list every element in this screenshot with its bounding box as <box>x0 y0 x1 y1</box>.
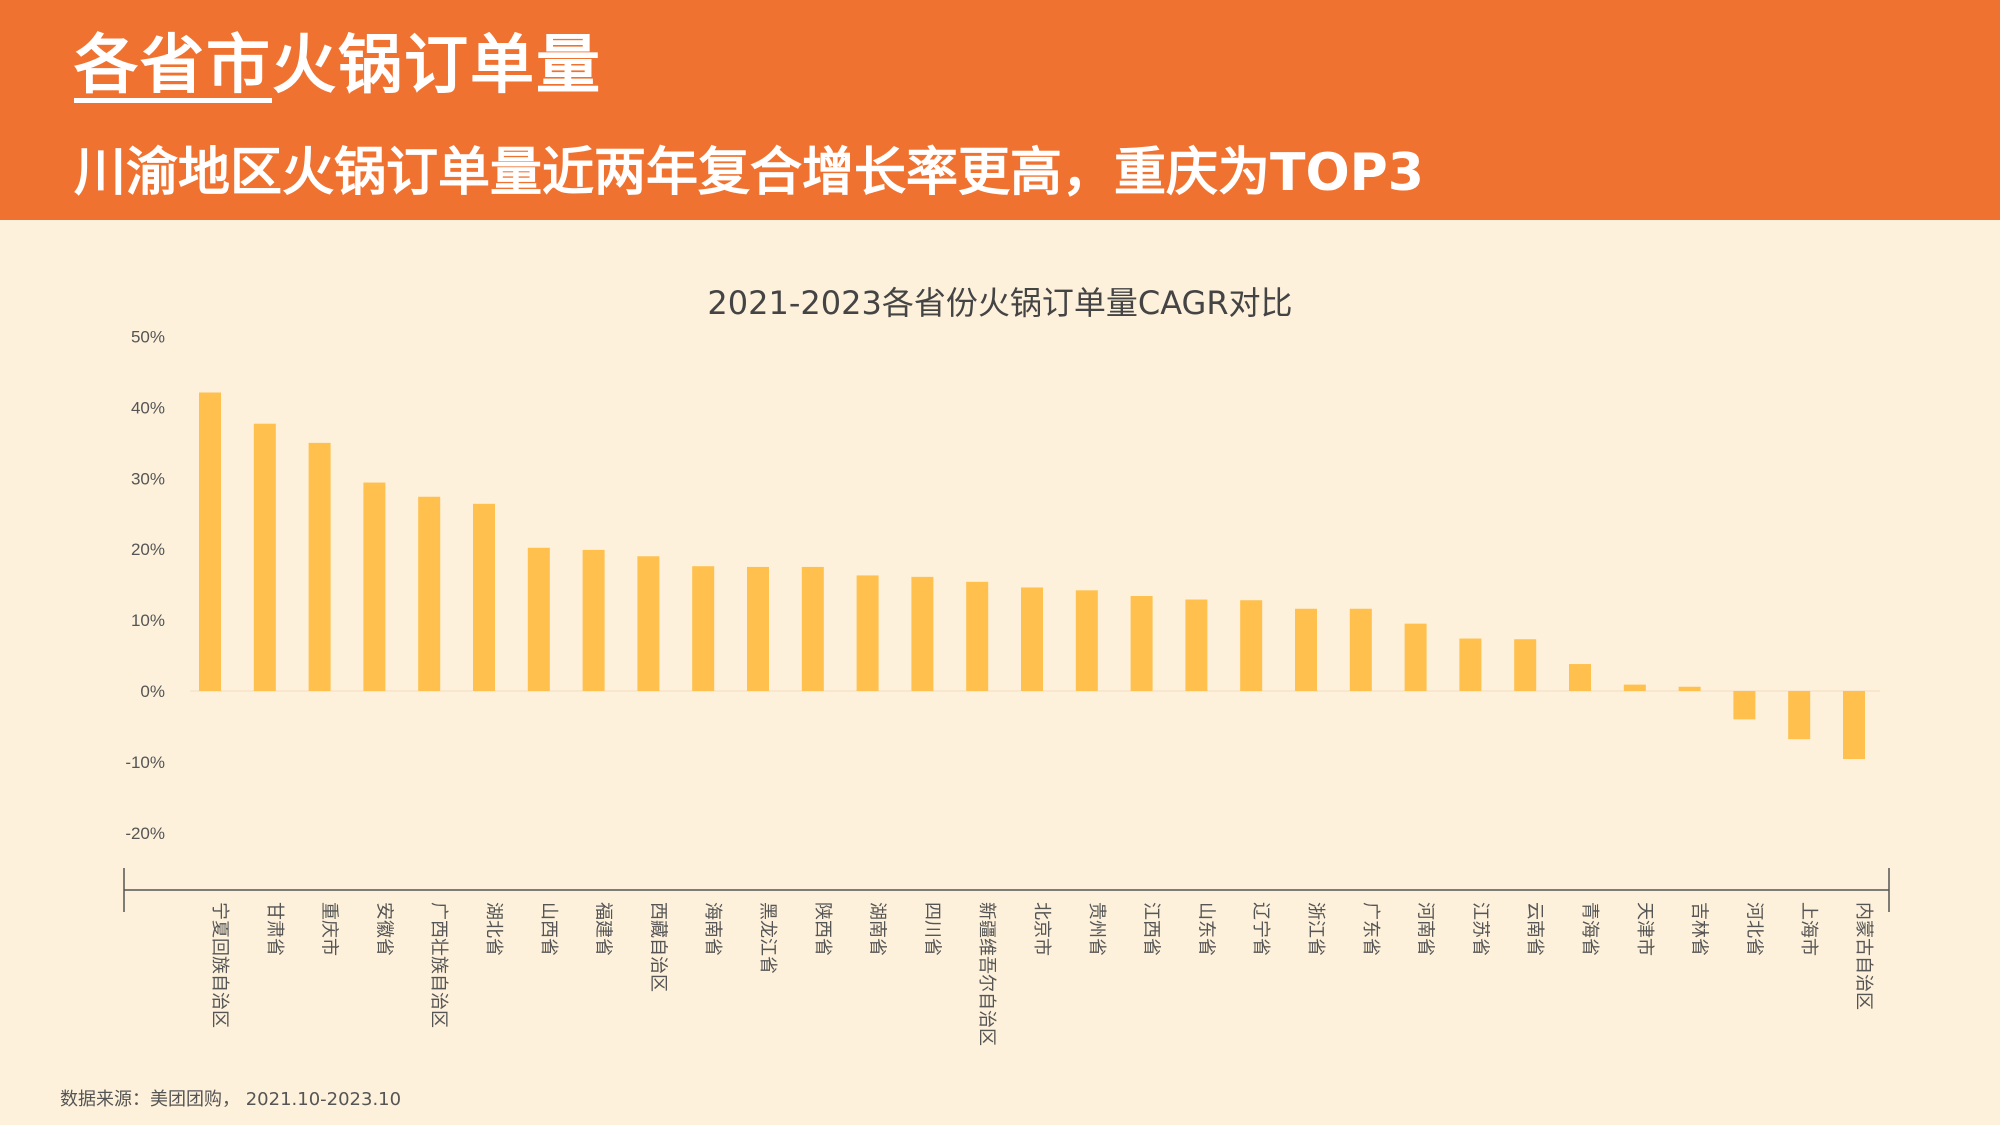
x-tick-label: 湖北省 <box>483 902 504 956</box>
data-source-note: 数据来源：美团团购， 2021.10-2023.10 <box>60 1089 402 1110</box>
bar <box>308 442 331 691</box>
y-tick-label: 30% <box>131 469 165 488</box>
x-tick-label: 贵州省 <box>1086 902 1107 956</box>
x-tick-label: 上海市 <box>1798 902 1819 956</box>
bar <box>418 496 441 691</box>
x-tick-label: 甘肃省 <box>264 902 285 956</box>
x-tick-label: 西藏自治区 <box>647 902 668 992</box>
x-tick-label: 江苏省 <box>1469 902 1490 956</box>
bar <box>1185 599 1208 691</box>
x-tick-label: 福建省 <box>593 902 614 956</box>
x-tick-label: 广东省 <box>1360 902 1381 956</box>
header-banner: 各省市火锅订单量 川渝地区火锅订单量近两年复合增长率更高，重庆为TOP3 <box>0 0 2000 220</box>
bar <box>747 566 769 691</box>
bar <box>1788 691 1811 740</box>
x-tick-label: 山东省 <box>1195 902 1216 956</box>
bar <box>1623 684 1646 691</box>
x-tick-label: 天津市 <box>1634 902 1655 956</box>
x-tick-label: 青海省 <box>1579 902 1600 956</box>
bar <box>1404 623 1427 691</box>
x-tick-label: 吉林省 <box>1689 902 1710 956</box>
bar <box>911 576 934 691</box>
bar <box>637 556 660 691</box>
x-tick-label: 黑龙江省 <box>757 902 778 974</box>
x-tick-label: 新疆维吾尔自治区 <box>976 902 997 1046</box>
x-tick-label: 云南省 <box>1524 902 1545 956</box>
bar <box>1678 686 1701 691</box>
bar <box>473 503 495 691</box>
bar <box>692 566 715 691</box>
x-tick-label: 辽宁省 <box>1250 902 1271 956</box>
x-tick-label: 河南省 <box>1415 902 1436 956</box>
bar <box>1349 608 1372 691</box>
y-tick-label: 0% <box>140 682 165 701</box>
x-tick-label: 海南省 <box>702 902 723 956</box>
bar <box>1075 590 1098 691</box>
title-underline <box>74 98 272 103</box>
bar <box>582 549 605 691</box>
bar <box>1240 600 1263 691</box>
bar <box>1569 664 1591 691</box>
x-tick-label: 河北省 <box>1743 902 1764 956</box>
bar <box>856 575 879 691</box>
y-tick-label: 50% <box>131 328 165 347</box>
bar <box>253 423 276 691</box>
x-tick-label: 陕西省 <box>812 902 833 956</box>
y-tick-label: 40% <box>131 398 165 417</box>
bar <box>1130 595 1153 691</box>
x-tick-label: 重庆市 <box>319 902 340 956</box>
page-subtitle: 川渝地区火锅订单量近两年复合增长率更高，重庆为TOP3 <box>74 143 1424 203</box>
x-tick-label: 四川省 <box>921 902 942 956</box>
y-tick-label: -20% <box>125 824 165 843</box>
x-tick-label: 北京市 <box>1031 902 1052 956</box>
x-tick-label: 内蒙古自治区 <box>1853 902 1874 1010</box>
bar <box>1295 608 1317 691</box>
x-tick-label: 宁夏回族自治区 <box>209 902 230 1028</box>
chart-title: 2021-2023各省份火锅订单量CAGR对比 <box>707 284 1293 322</box>
x-tick-label: 山西省 <box>538 902 559 956</box>
bar <box>1843 691 1865 760</box>
bar <box>1021 587 1043 691</box>
x-tick-label: 广西壮族自治区 <box>428 902 449 1028</box>
bar <box>199 392 221 691</box>
bar <box>363 482 386 691</box>
bar <box>1514 639 1537 691</box>
bar <box>527 547 550 691</box>
bar <box>801 566 824 691</box>
y-tick-label: -10% <box>125 753 165 772</box>
bar <box>1459 638 1482 691</box>
x-tick-label: 湖南省 <box>867 902 888 956</box>
y-tick-label: 10% <box>131 611 165 630</box>
page-title: 各省市火锅订单量 <box>74 29 602 103</box>
x-tick-label: 江西省 <box>1141 902 1162 956</box>
bar <box>1733 691 1756 720</box>
bar <box>966 581 989 691</box>
y-tick-label: 20% <box>131 540 165 559</box>
x-tick-label: 安徽省 <box>373 902 394 956</box>
x-tick-label: 浙江省 <box>1305 902 1326 956</box>
